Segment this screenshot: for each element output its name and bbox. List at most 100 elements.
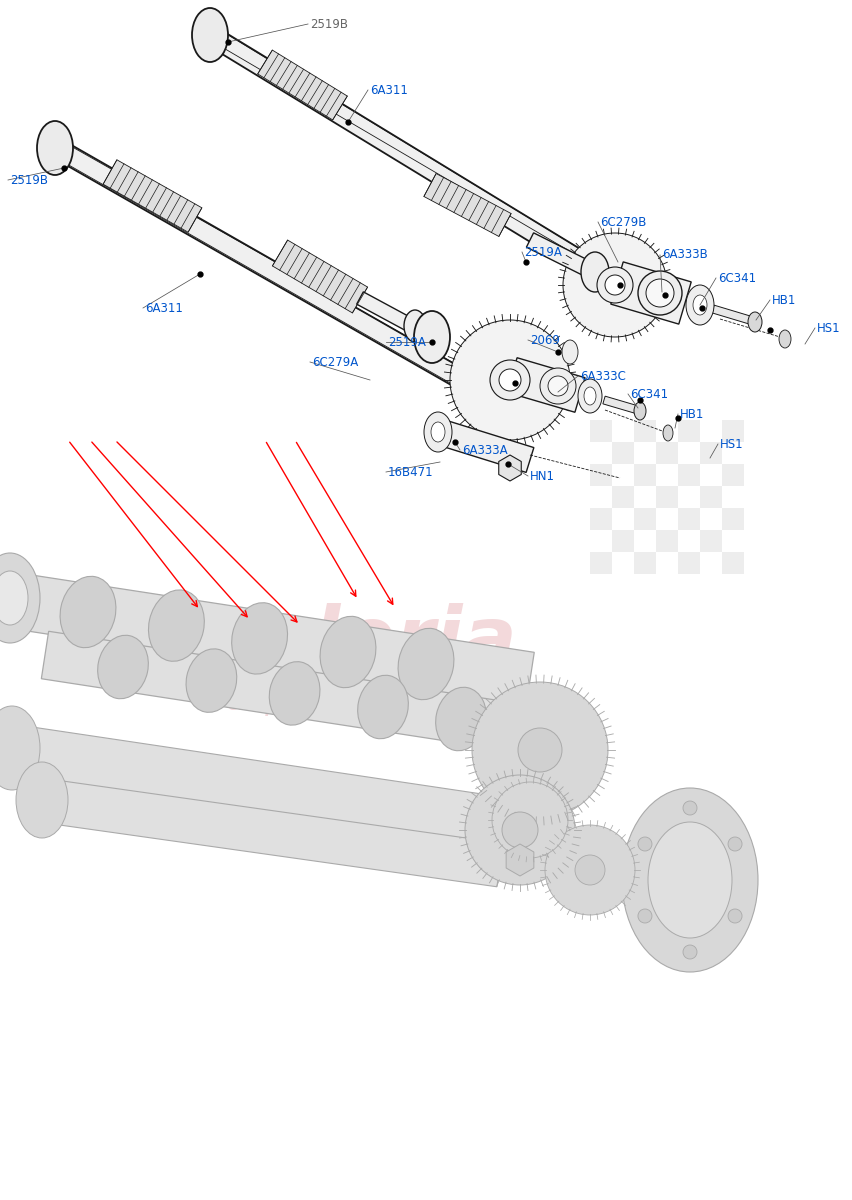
Circle shape [637,838,651,851]
Ellipse shape [97,635,148,698]
Text: HN1: HN1 [529,469,555,482]
Ellipse shape [645,278,673,307]
Polygon shape [210,30,630,296]
Text: 2519A: 2519A [388,336,425,348]
Polygon shape [257,50,347,120]
Circle shape [637,910,651,923]
Polygon shape [610,262,690,324]
Polygon shape [711,305,753,325]
Bar [590,508,611,530]
Polygon shape [498,455,521,481]
Bar [633,552,655,574]
Polygon shape [272,240,367,313]
Text: 6C279A: 6C279A [312,355,358,368]
Circle shape [450,320,569,440]
Ellipse shape [430,422,445,442]
Ellipse shape [502,812,538,848]
Ellipse shape [685,284,713,325]
Bar [590,464,611,486]
Text: 2519A: 2519A [523,246,561,258]
Polygon shape [423,174,510,236]
Text: 6A333C: 6A333C [579,370,625,383]
Circle shape [464,775,574,886]
Text: 16B471: 16B471 [388,466,433,479]
Ellipse shape [269,661,320,725]
Text: 6C341: 6C341 [630,388,667,401]
Polygon shape [435,420,533,473]
Bar [633,464,655,486]
Text: 6C341: 6C341 [717,271,755,284]
Ellipse shape [498,370,521,391]
Bar [611,486,633,508]
Ellipse shape [0,706,40,790]
Text: 2069: 2069 [529,334,559,347]
Bar [721,420,743,442]
Ellipse shape [648,822,731,938]
Bar [677,464,699,486]
Ellipse shape [692,295,706,314]
Ellipse shape [186,649,237,713]
Ellipse shape [435,688,486,751]
Ellipse shape [0,553,40,643]
Bar [590,420,611,442]
Ellipse shape [398,629,453,700]
Text: 6A311: 6A311 [370,84,407,96]
Circle shape [682,802,696,815]
Text: a  p  a  r  t  s: a p a r t s [227,688,421,716]
Ellipse shape [778,330,790,348]
Ellipse shape [148,590,204,661]
Bar [699,530,721,552]
Ellipse shape [423,412,452,452]
Ellipse shape [596,266,632,302]
Circle shape [727,910,741,923]
Bar [655,442,677,464]
Circle shape [492,782,567,858]
Bar [611,530,633,552]
Ellipse shape [561,340,578,364]
Bar [633,508,655,530]
Text: HB1: HB1 [679,408,704,420]
Polygon shape [526,233,593,277]
Polygon shape [103,160,202,232]
Text: scuderia: scuderia [130,602,517,680]
Text: 6A311: 6A311 [145,301,182,314]
Bar [721,464,743,486]
Bar [721,552,743,574]
Bar [677,420,699,442]
Polygon shape [41,631,568,758]
Polygon shape [55,142,485,398]
Ellipse shape [604,275,625,295]
Text: HS1: HS1 [816,322,839,335]
Ellipse shape [320,617,376,688]
Text: HB1: HB1 [771,294,796,306]
Circle shape [682,946,696,959]
Ellipse shape [539,368,575,404]
Text: 6A333A: 6A333A [462,444,507,456]
Circle shape [471,682,607,818]
Bar [677,508,699,530]
Ellipse shape [404,310,425,342]
Ellipse shape [489,360,529,400]
Ellipse shape [662,425,672,440]
Text: 2519B: 2519B [309,18,348,30]
Ellipse shape [580,252,608,292]
Ellipse shape [547,376,567,396]
Ellipse shape [578,379,602,413]
Ellipse shape [192,8,227,62]
Bar [611,442,633,464]
Polygon shape [505,844,533,876]
Bar [633,420,655,442]
Ellipse shape [37,121,73,175]
Polygon shape [6,572,533,708]
Ellipse shape [747,312,761,332]
Bar [655,530,677,552]
Ellipse shape [16,762,68,838]
Polygon shape [506,358,584,413]
Ellipse shape [574,854,604,886]
Ellipse shape [0,571,28,625]
Ellipse shape [517,728,561,772]
Bar [699,442,721,464]
Circle shape [544,826,634,914]
Ellipse shape [584,386,596,404]
Circle shape [562,233,666,337]
